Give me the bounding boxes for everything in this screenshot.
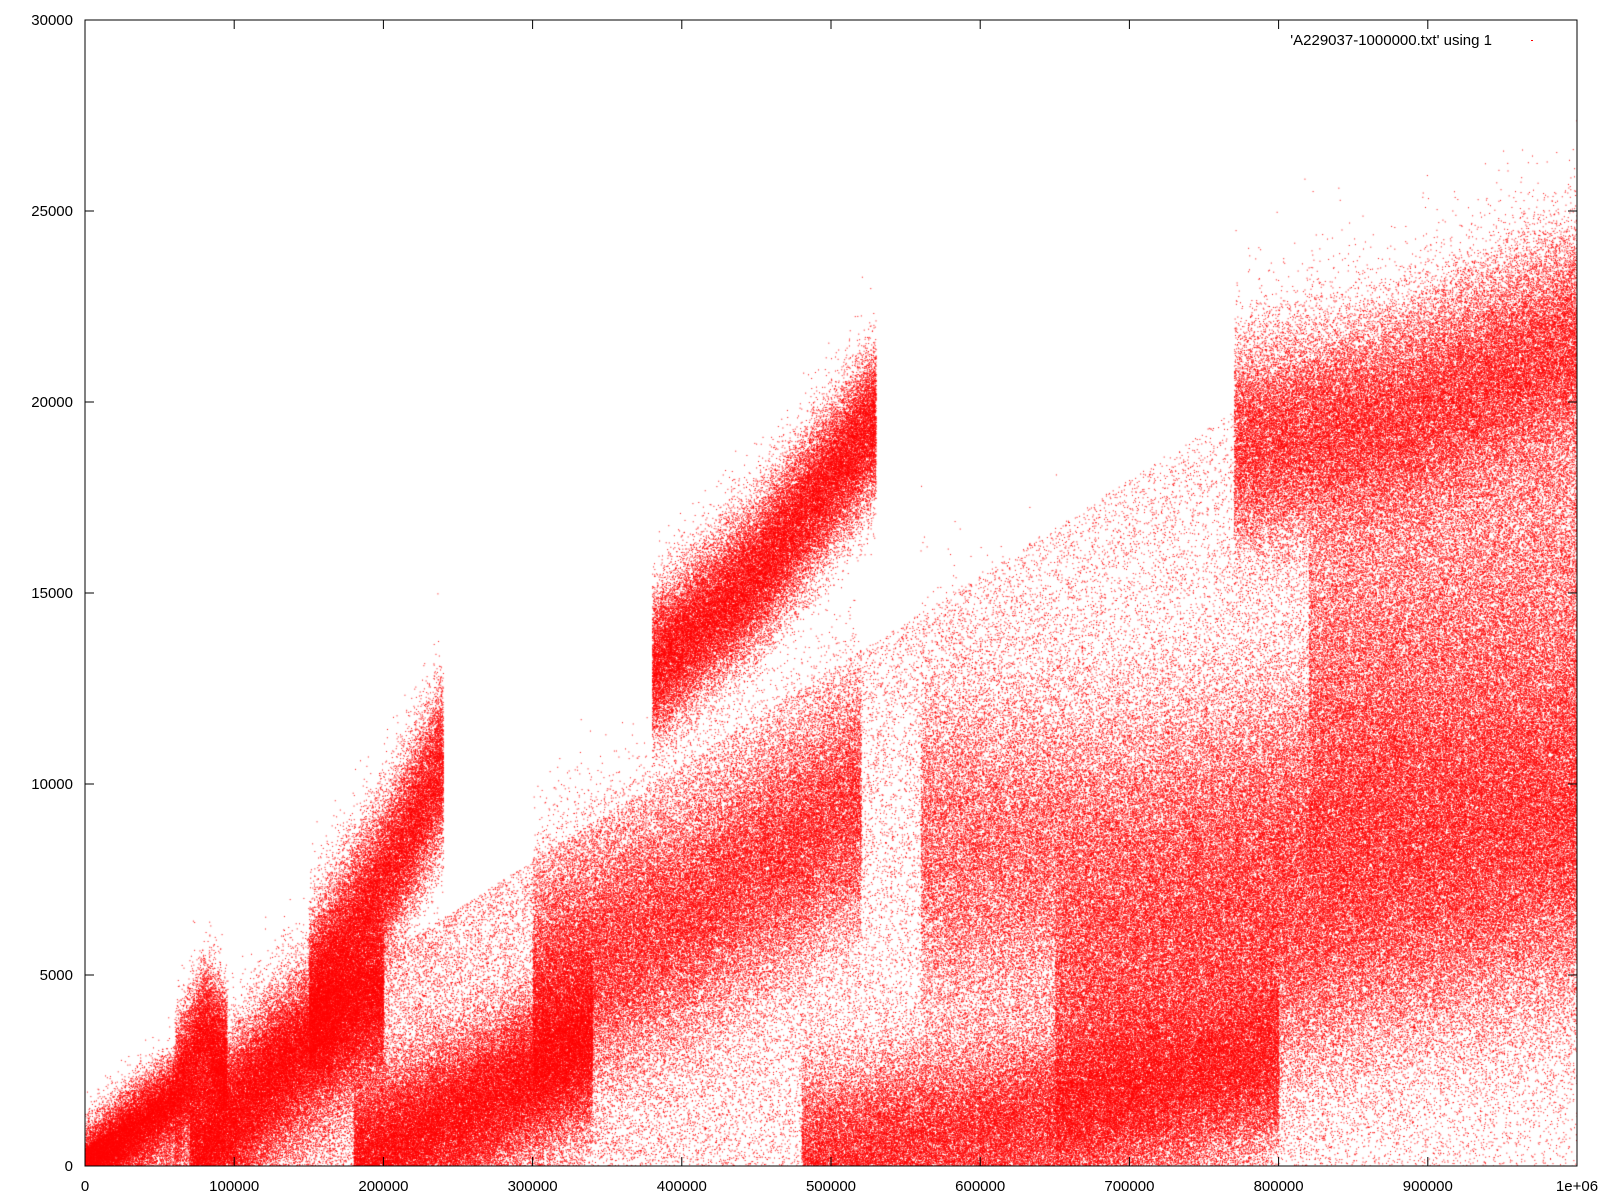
- x-tick-label: 200000: [358, 1178, 408, 1195]
- x-tick-label: 600000: [955, 1178, 1005, 1195]
- x-tick-label: 1e+06: [1556, 1178, 1598, 1195]
- legend-marker: [1531, 40, 1533, 41]
- y-tick-label: 25000: [31, 203, 73, 220]
- x-tick-label: 500000: [806, 1178, 856, 1195]
- y-tick-label: 0: [65, 1158, 73, 1175]
- y-tick-label: 30000: [31, 12, 73, 29]
- y-tick-label: 10000: [31, 776, 73, 793]
- y-tick-label: 20000: [31, 394, 73, 411]
- scatter-points: [85, 20, 1577, 1166]
- y-tick-label: 5000: [40, 967, 73, 984]
- x-tick-label: 300000: [508, 1178, 558, 1195]
- x-tick-label: 0: [81, 1178, 89, 1195]
- y-axis-tick-labels: 0 5000 10000 15000 20000 25000 30000: [31, 12, 73, 1175]
- x-tick-label: 100000: [209, 1178, 259, 1195]
- x-tick-label: 700000: [1104, 1178, 1154, 1195]
- data-points-layer: [85, 20, 1577, 1166]
- legend: 'A229037-1000000.txt' using 1: [1290, 32, 1533, 49]
- x-axis-tick-labels: 0 100000 200000 300000 400000 500000 600000 700…: [81, 1178, 1598, 1195]
- plot-frame: [84, 19, 1578, 1167]
- x-tick-label: 800000: [1254, 1178, 1304, 1195]
- x-tick-label: 900000: [1403, 1178, 1453, 1195]
- y-tick-label: 15000: [31, 585, 73, 602]
- legend-label: 'A229037-1000000.txt' using 1: [1290, 32, 1492, 49]
- x-tick-label: 400000: [657, 1178, 707, 1195]
